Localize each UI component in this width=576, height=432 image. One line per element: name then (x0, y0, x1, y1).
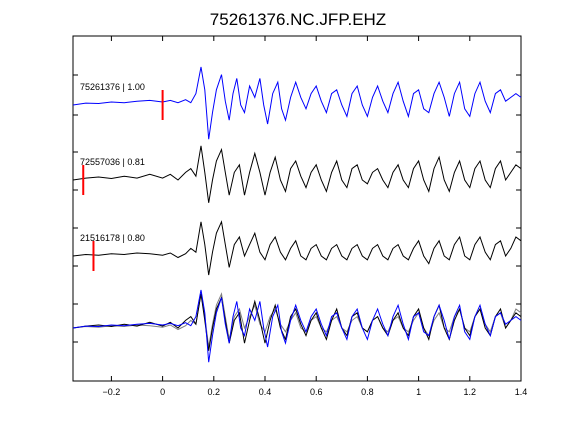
x-tick-label: 1.2 (464, 387, 477, 397)
trace-label-72557036: 72557036 | 0.81 (80, 157, 145, 167)
trace-72557036 (72, 145, 522, 203)
overlay-trace-72557036 (72, 293, 522, 351)
x-tick-label: 1 (416, 387, 421, 397)
trace-label-21516178: 21516178 | 0.80 (80, 233, 145, 243)
x-tick-label: 0.4 (259, 387, 272, 397)
trace-21516178 (72, 220, 522, 276)
chart-title: 75261376.NC.JFP.EHZ (210, 10, 386, 29)
trace-label-75261376: 75261376 | 1.00 (80, 82, 145, 92)
trace-75261376 (72, 66, 522, 140)
x-tick-label: 1.4 (515, 387, 528, 397)
x-tick-label: 0.8 (361, 387, 374, 397)
x-tick-label: 0 (160, 387, 165, 397)
plot-frame (72, 35, 522, 382)
plot-area: −0.2 0 0.2 0.4 0.6 0.8 1 1.2 1.4 75261376 | 1.00 7… (72, 35, 528, 397)
x-tick-label: 0.6 (310, 387, 323, 397)
overlay-trace-75261376 (72, 289, 522, 363)
x-tick-label: −0.2 (103, 387, 121, 397)
x-tick-label: 0.2 (208, 387, 221, 397)
